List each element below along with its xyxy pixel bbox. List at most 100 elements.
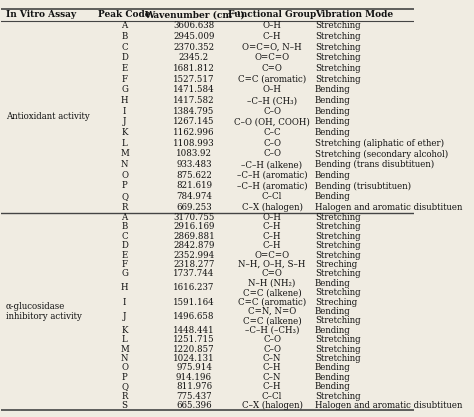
Text: F: F (122, 260, 128, 269)
Text: Antioxidant activity: Antioxidant activity (6, 112, 90, 121)
Text: C–Cl: C–Cl (262, 192, 282, 201)
Text: L: L (122, 139, 128, 148)
Text: 665.396: 665.396 (176, 401, 212, 410)
Text: 669.253: 669.253 (176, 203, 212, 212)
Text: 1417.582: 1417.582 (173, 96, 215, 105)
Text: Bending: Bending (315, 107, 351, 116)
Text: 2318.277: 2318.277 (173, 260, 215, 269)
Text: 784.974: 784.974 (176, 192, 212, 201)
Text: Stretching: Stretching (315, 64, 360, 73)
Text: C–O: C–O (263, 335, 281, 344)
Text: C–H: C–H (263, 32, 281, 41)
Text: D: D (121, 53, 128, 63)
Text: O=C=O: O=C=O (255, 53, 290, 63)
Text: Streching: Streching (315, 298, 357, 306)
Text: N: N (121, 160, 128, 169)
Text: J: J (123, 311, 127, 321)
Text: Bending: Bending (315, 373, 351, 382)
Text: I: I (123, 298, 126, 306)
Text: 775.437: 775.437 (176, 392, 212, 401)
Text: D: D (121, 241, 128, 250)
Text: In Vitro Assay: In Vitro Assay (6, 10, 76, 19)
Text: Bending: Bending (315, 279, 351, 288)
Text: Stretching: Stretching (315, 75, 360, 84)
Text: Bending: Bending (315, 364, 351, 372)
Text: 2345.2: 2345.2 (179, 53, 209, 63)
Text: 933.483: 933.483 (176, 160, 212, 169)
Text: 975.914: 975.914 (176, 364, 212, 372)
Text: K: K (121, 128, 128, 137)
Text: Stretching: Stretching (315, 213, 360, 222)
Text: 821.619: 821.619 (176, 181, 212, 191)
Text: Stretching: Stretching (315, 21, 360, 30)
Text: R: R (121, 392, 128, 401)
Text: C=C (aromatic): C=C (aromatic) (238, 75, 306, 84)
Text: O=C=O, N–H: O=C=O, N–H (242, 43, 302, 52)
Text: P: P (122, 373, 128, 382)
Text: H: H (121, 96, 128, 105)
Text: Stretching: Stretching (315, 241, 360, 250)
Text: 1471.584: 1471.584 (173, 85, 215, 95)
Text: Bending: Bending (315, 96, 351, 105)
Text: E: E (121, 64, 128, 73)
Text: G: G (121, 269, 128, 278)
Text: R: R (121, 203, 128, 212)
Text: C–X (halogen): C–X (halogen) (242, 203, 302, 212)
Text: C: C (121, 43, 128, 52)
Text: O–H: O–H (263, 21, 282, 30)
Text: O–H: O–H (263, 213, 282, 222)
Text: Streching: Streching (315, 260, 357, 269)
Text: –C–H (aromatic): –C–H (aromatic) (237, 181, 307, 191)
Text: C–X (halogen): C–X (halogen) (242, 401, 302, 410)
Text: C–H: C–H (263, 364, 281, 372)
Text: S: S (122, 401, 128, 410)
Text: Stretching: Stretching (315, 32, 360, 41)
Text: 2869.881: 2869.881 (173, 232, 215, 241)
Text: Stretching: Stretching (315, 344, 360, 354)
Text: Stretching: Stretching (315, 43, 360, 52)
Text: 2352.994: 2352.994 (173, 251, 215, 259)
Text: –C–H (–CH₃): –C–H (–CH₃) (245, 326, 299, 335)
Text: 1681.812: 1681.812 (173, 64, 215, 73)
Text: I: I (123, 107, 126, 116)
Text: Stretching: Stretching (315, 392, 360, 401)
Text: Bending: Bending (315, 171, 351, 180)
Text: Peak Code: Peak Code (98, 10, 151, 19)
Text: 1108.993: 1108.993 (173, 139, 215, 148)
Text: Bending: Bending (315, 85, 351, 95)
Text: Stretching (secondary alcohol): Stretching (secondary alcohol) (315, 149, 448, 158)
Text: Stretching: Stretching (315, 251, 360, 259)
Text: –C–H (aromatic): –C–H (aromatic) (237, 171, 307, 180)
Text: 3606.638: 3606.638 (173, 21, 215, 30)
Text: 1162.996: 1162.996 (173, 128, 215, 137)
Text: 2842.879: 2842.879 (173, 241, 215, 250)
Text: C–Cl: C–Cl (262, 392, 282, 401)
Text: C=C (aromatic): C=C (aromatic) (238, 298, 306, 306)
Text: 1024.131: 1024.131 (173, 354, 215, 363)
Text: 1267.145: 1267.145 (173, 118, 215, 126)
Text: 1496.658: 1496.658 (173, 311, 215, 321)
Text: C=C (alkene): C=C (alkene) (243, 288, 301, 297)
Text: Q: Q (121, 192, 128, 201)
Text: Vibration Mode: Vibration Mode (315, 10, 393, 19)
Text: Halogen and aromatic disubtituen: Halogen and aromatic disubtituen (315, 401, 462, 410)
Text: Stretching: Stretching (315, 53, 360, 63)
Text: 3170.755: 3170.755 (173, 213, 215, 222)
Text: N–H, O–H, S–H: N–H, O–H, S–H (238, 260, 306, 269)
Text: –C–H (CH₃): –C–H (CH₃) (247, 96, 297, 105)
Text: Bending: Bending (315, 128, 351, 137)
Text: Halogen and aromatic disubtituen: Halogen and aromatic disubtituen (315, 203, 462, 212)
Text: C–N: C–N (263, 354, 281, 363)
Text: 2916.169: 2916.169 (173, 222, 215, 231)
Text: O=C=O: O=C=O (255, 251, 290, 259)
Text: 2945.009: 2945.009 (173, 32, 215, 41)
Text: C=O: C=O (262, 64, 283, 73)
Text: 1616.237: 1616.237 (173, 284, 215, 292)
Text: Wavenumber (cm⁻¹): Wavenumber (cm⁻¹) (144, 10, 244, 19)
Text: Functional Group: Functional Group (228, 10, 316, 19)
Text: O–H: O–H (263, 85, 282, 95)
Text: C=N, N=O: C=N, N=O (248, 307, 296, 316)
Text: C–O: C–O (263, 149, 281, 158)
Text: 2370.352: 2370.352 (173, 43, 215, 52)
Text: Bending (trans disubtituen): Bending (trans disubtituen) (315, 160, 434, 169)
